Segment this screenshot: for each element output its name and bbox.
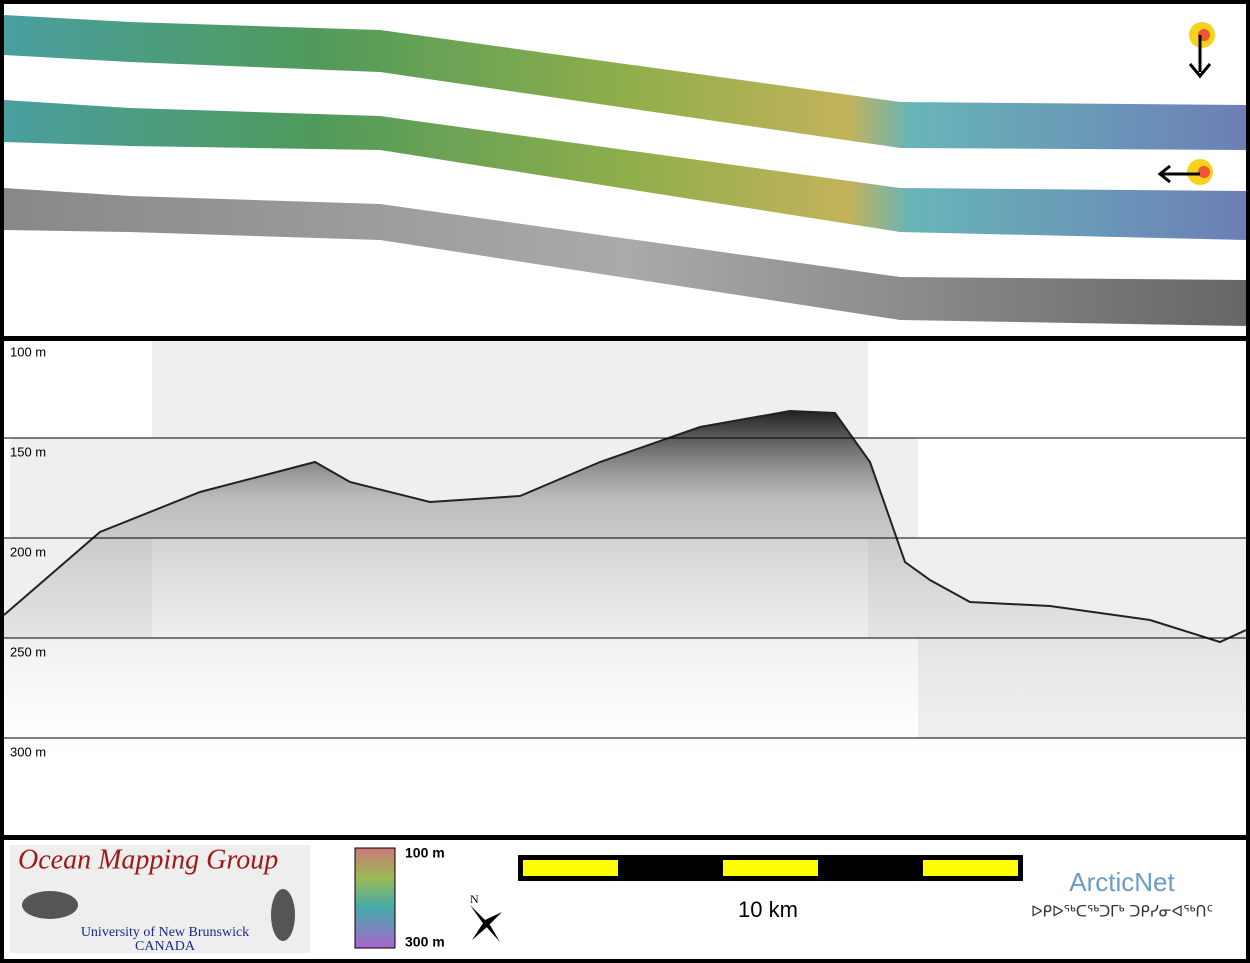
color-swath — [4, 100, 1246, 240]
depth-label: 200 m — [10, 544, 46, 559]
depth-label: 300 m — [10, 744, 46, 759]
colorbar-label: 100 m — [405, 845, 445, 861]
depth-label: 150 m — [10, 444, 46, 459]
logo-fish — [271, 889, 295, 941]
north-arrow — [472, 912, 502, 940]
seafloor-line — [3, 409, 1247, 644]
shaded-swath — [4, 15, 1246, 150]
depth-label: 100 m — [10, 344, 46, 359]
north-label: N — [470, 892, 479, 906]
colorbar-label: 300 m — [405, 934, 445, 950]
colorbar — [354, 847, 396, 949]
partner-name: ArcticNet — [1069, 867, 1175, 897]
scale-segments — [523, 860, 1018, 876]
logo-line: CANADA — [135, 939, 196, 954]
scale-label: 10 km — [738, 897, 798, 922]
logo-title: Ocean Mapping Group — [18, 844, 278, 875]
sun-icons — [1157, 22, 1215, 185]
depth-label: 250 m — [10, 644, 46, 659]
backscatter-swath — [4, 188, 1246, 326]
partner-subtitle: ᐅᑭᐅᖅᑕᖅᑐᒥᒃ ᑐᑭᓯᓂᐊᖅᑎᑦ — [1031, 903, 1213, 921]
logo-fish — [22, 891, 78, 919]
logo-line: University of New Brunswick — [81, 925, 249, 940]
profile-reflector — [4, 411, 1246, 760]
